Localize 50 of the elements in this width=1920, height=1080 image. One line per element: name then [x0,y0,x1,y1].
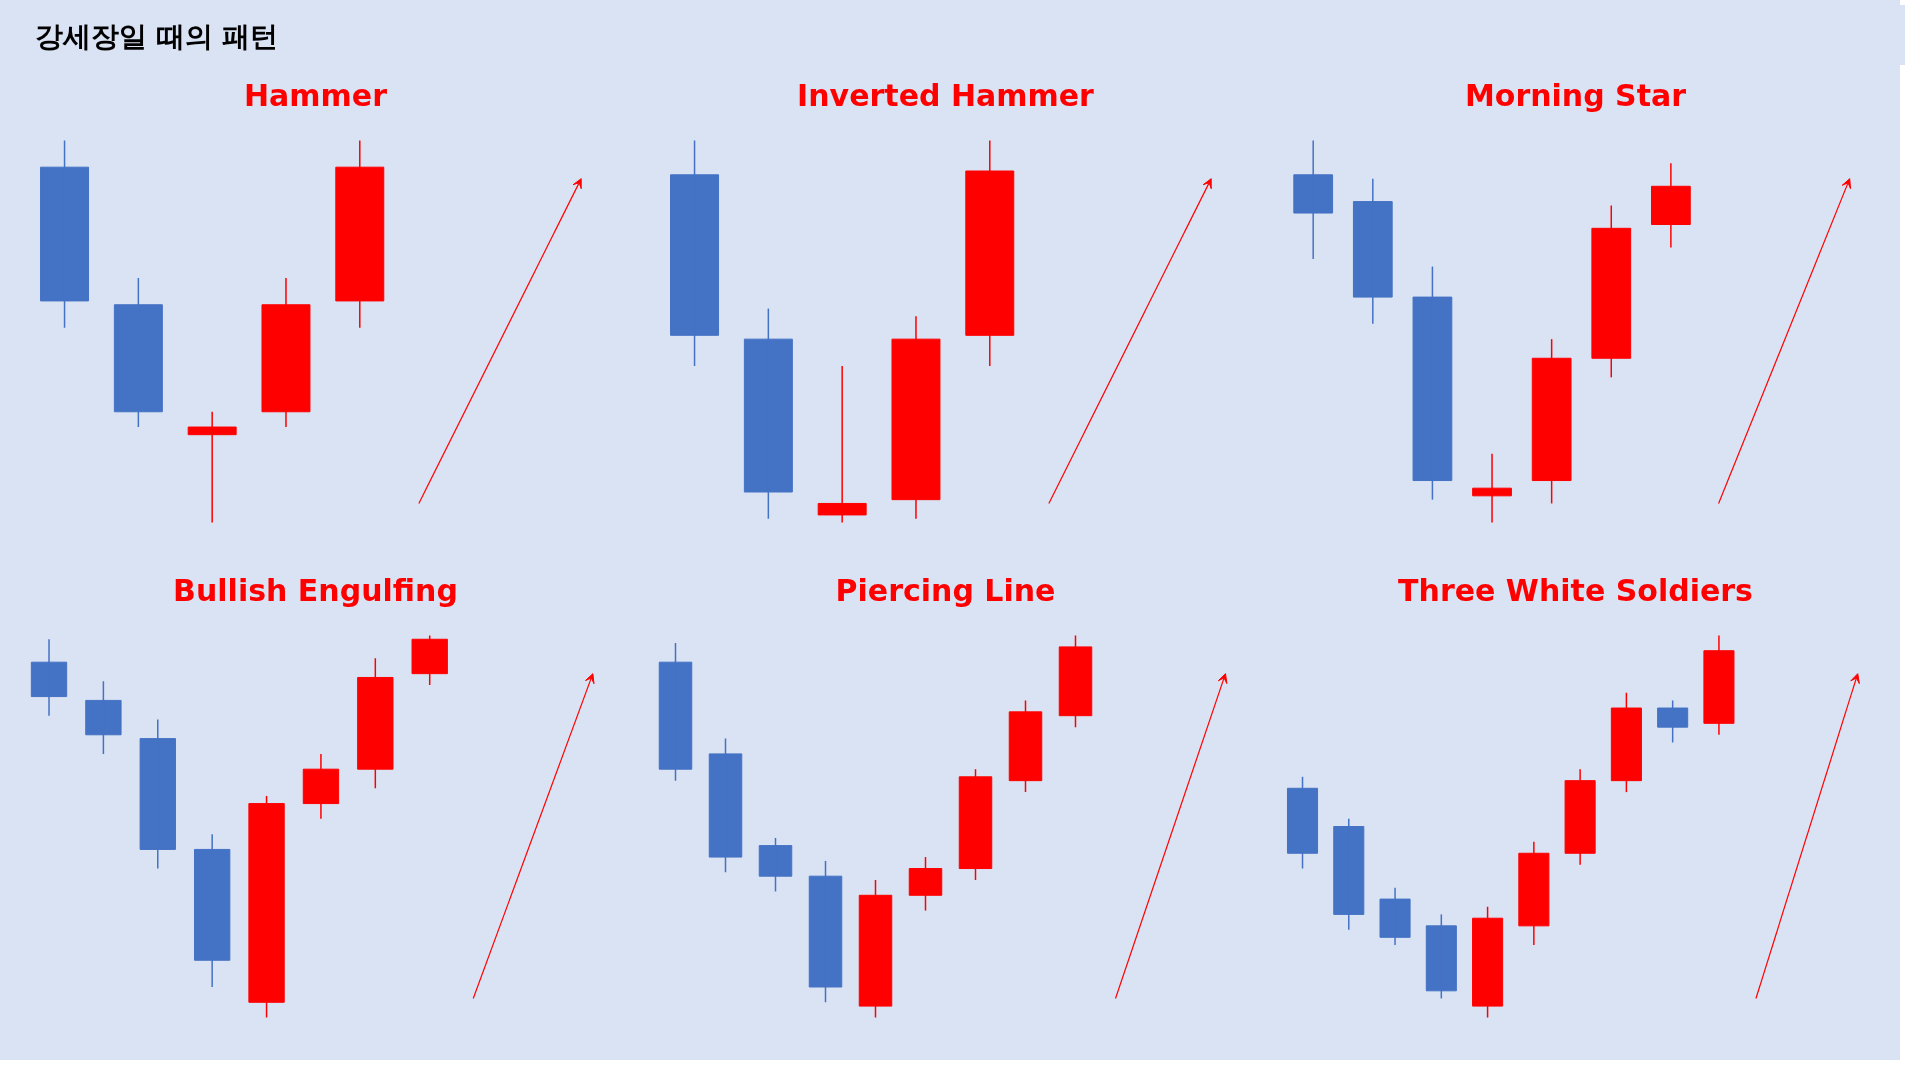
candlestick [1425,913,1457,1000]
candlestick [808,860,843,1004]
candlestick [1286,776,1319,870]
candlestick [1293,139,1334,260]
candlestick [1703,634,1735,736]
candlestick [411,634,448,686]
candlestick [248,795,285,1019]
candlestick [1651,162,1691,249]
candlestick [1610,692,1642,793]
chart-title: Piercing Line [835,572,1056,608]
candlestick [1352,177,1393,325]
candlestick [958,768,993,881]
candlestick [302,753,340,820]
candlestick [40,139,90,329]
candlestick [139,718,176,870]
candlestick [1472,906,1504,1019]
candlestick [658,642,693,782]
candlestick [743,307,793,520]
candlestick [1657,699,1689,744]
candlestick [1412,265,1453,501]
chart-title: Bullish Engulfing [173,572,458,608]
candlestick [85,680,122,755]
candlestick [30,638,68,717]
candlestick [1531,338,1572,505]
chart-title: Morning Star [1464,77,1687,113]
candlestick [1058,634,1093,728]
chart-title: Hammer [243,77,388,113]
candlestick [1333,818,1365,931]
candlestick [758,837,793,893]
candlestick [708,737,743,874]
candlestick [187,411,237,524]
candlestick [891,315,941,520]
chart-title: Three White Soldiers [1398,572,1753,608]
candlestick [1518,841,1550,946]
candlestick [670,139,720,367]
candlestick [261,277,311,428]
candlestick [1591,204,1632,379]
text: 강세장일 때의 패턴 [34,19,279,55]
chart-title: Inverted Hammer [797,77,1095,113]
candlestick [908,856,943,912]
candlestick [357,657,394,790]
candlestick [1008,699,1043,793]
candlestick [817,365,867,524]
candlestick [965,139,1015,367]
candlestick [113,277,163,428]
candlestick [193,833,231,988]
candlestick [335,139,385,329]
candlestick [1379,886,1411,946]
candlestick [1564,768,1596,866]
candlestick [858,879,893,1019]
